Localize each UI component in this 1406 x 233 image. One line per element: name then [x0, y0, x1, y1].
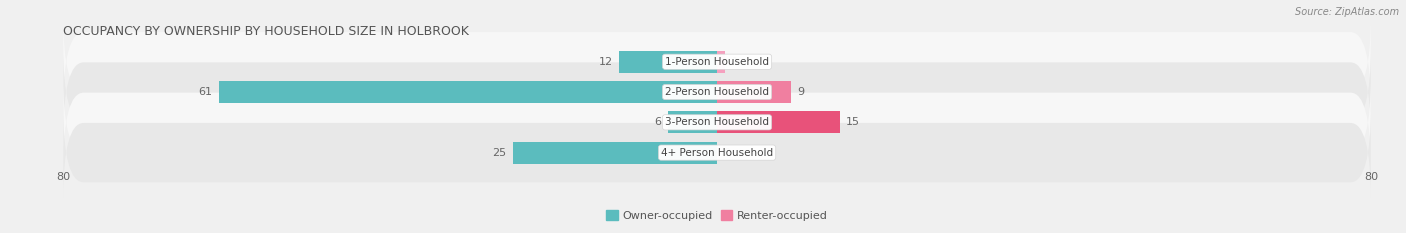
- FancyBboxPatch shape: [63, 76, 1371, 168]
- Text: 2-Person Household: 2-Person Household: [665, 87, 769, 97]
- Text: 4+ Person Household: 4+ Person Household: [661, 148, 773, 158]
- Text: Source: ZipAtlas.com: Source: ZipAtlas.com: [1295, 7, 1399, 17]
- FancyBboxPatch shape: [63, 46, 1371, 138]
- Text: 6: 6: [654, 117, 661, 127]
- Bar: [717, 111, 839, 133]
- Text: 15: 15: [846, 117, 860, 127]
- Bar: [218, 81, 717, 103]
- Text: 3-Person Household: 3-Person Household: [665, 117, 769, 127]
- Bar: [513, 142, 717, 164]
- Bar: [668, 111, 717, 133]
- Text: 9: 9: [797, 87, 804, 97]
- Text: 0: 0: [724, 148, 731, 158]
- Text: 61: 61: [198, 87, 212, 97]
- Text: 25: 25: [492, 148, 506, 158]
- Bar: [717, 51, 725, 73]
- Text: 1-Person Household: 1-Person Household: [665, 57, 769, 67]
- Bar: [619, 51, 717, 73]
- FancyBboxPatch shape: [63, 106, 1371, 199]
- Text: 1: 1: [731, 57, 738, 67]
- Text: 12: 12: [599, 57, 613, 67]
- Legend: Owner-occupied, Renter-occupied: Owner-occupied, Renter-occupied: [602, 206, 832, 225]
- Text: OCCUPANCY BY OWNERSHIP BY HOUSEHOLD SIZE IN HOLBROOK: OCCUPANCY BY OWNERSHIP BY HOUSEHOLD SIZE…: [63, 25, 470, 38]
- FancyBboxPatch shape: [63, 16, 1371, 108]
- Bar: [717, 81, 790, 103]
